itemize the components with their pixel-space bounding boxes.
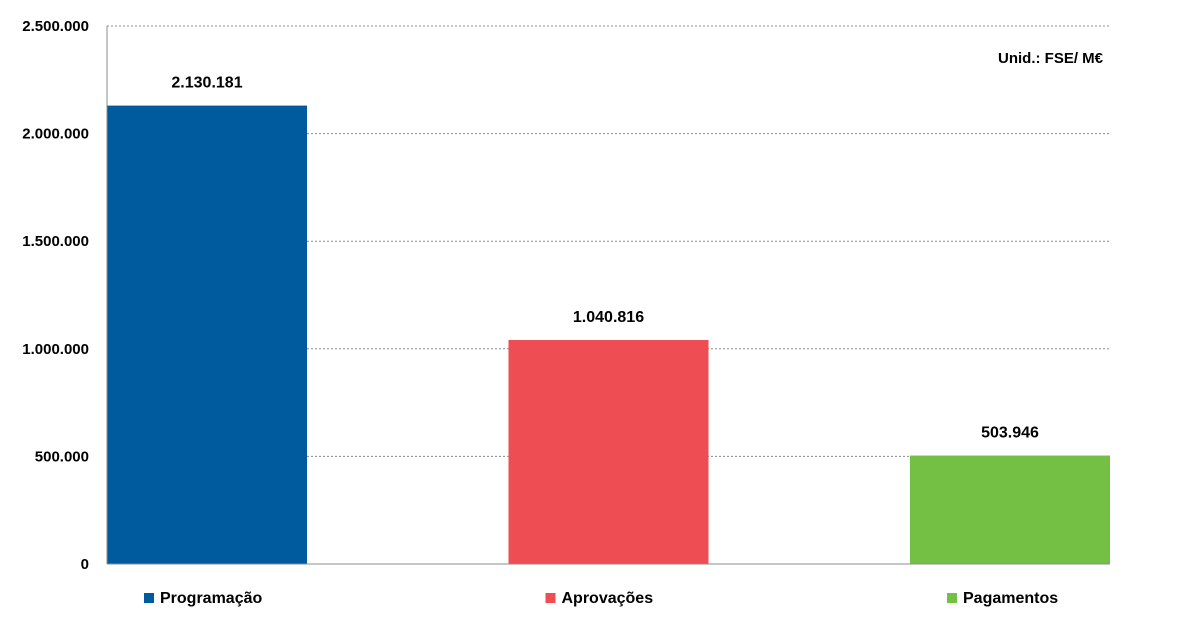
- bar-programa-o: [107, 105, 307, 564]
- y-tick-label: 1.500.000: [22, 233, 89, 250]
- unit-note: Unid.: FSE/ M€: [998, 50, 1104, 67]
- y-tick-label: 2.000.000: [22, 126, 89, 143]
- y-tick-label: 0: [81, 556, 89, 573]
- y-tick-label: 2.500.000: [22, 18, 89, 35]
- data-labels: 2.130.181 1.040.816 503.946: [171, 75, 1039, 442]
- legend-swatch: [144, 593, 154, 603]
- legend-swatch: [545, 593, 556, 603]
- legend: Programação Aprovações Pagamentos: [144, 590, 1058, 607]
- data-label: 1.040.816: [573, 309, 644, 326]
- y-tick-label: 500.000: [35, 448, 89, 465]
- legend-label: Programação: [160, 590, 262, 607]
- legend-label: Pagamentos: [963, 590, 1058, 607]
- bar-pagamentos: [910, 455, 1110, 564]
- data-label: 2.130.181: [171, 75, 242, 92]
- y-axis-tick-labels: 0 500.000 1.000.000 1.500.000 2.000.000 2.500…: [22, 18, 89, 573]
- legend-swatch: [947, 593, 957, 603]
- y-tick-label: 1.000.000: [22, 341, 89, 358]
- bars: [107, 105, 1110, 564]
- legend-label: Aprovações: [562, 590, 654, 607]
- bar-aprova-es: [508, 340, 709, 564]
- data-label: 503.946: [981, 425, 1039, 442]
